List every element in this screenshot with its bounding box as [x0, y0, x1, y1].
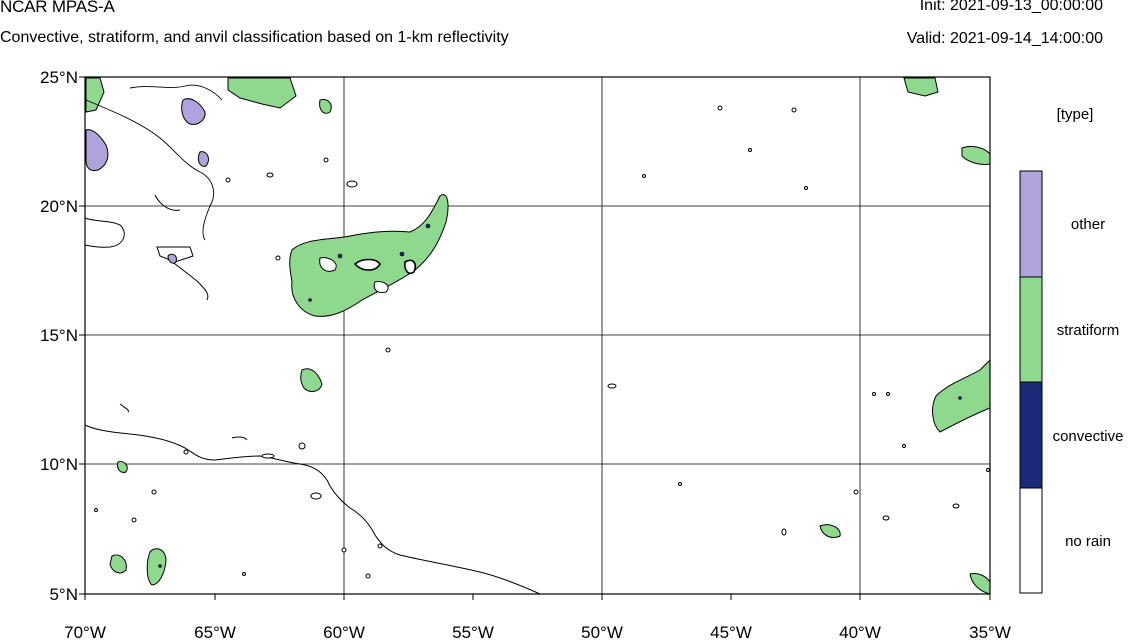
lon-tick-labels: 70°W 65°W 60°W 55°W 50°W 45°W 40°W 35°W	[64, 623, 1011, 641]
scattered-cells	[94, 105, 990, 579]
other-region-nw	[85, 98, 209, 264]
lat-tick-label: 10°N	[40, 455, 78, 474]
convective-cells	[158, 223, 962, 568]
lat-tick-label: 5°N	[49, 585, 78, 604]
lon-tick-label: 40°W	[839, 623, 881, 641]
plot-header: NCAR MPAS-A Convective, stratiform, and …	[0, 0, 1128, 60]
legend-swatch-other	[1019, 170, 1043, 278]
legend-swatch-convective	[1019, 381, 1043, 489]
legend-swatch-no-rain	[1019, 487, 1043, 594]
lat-tick-labels: 25°N 20°N 15°N 10°N 5°N	[40, 68, 78, 604]
plot-description: Convective, stratiform, and anvil classi…	[0, 29, 509, 46]
init-time: Init: 2021-09-13_00:00:00	[919, 0, 1103, 14]
stratiform-region-central	[289, 194, 449, 392]
stratiform-region-sw	[109, 461, 167, 586]
precipitation-areas	[85, 77, 991, 595]
legend-label-other: other	[1071, 216, 1105, 233]
lat-tick-label: 25°N	[40, 68, 78, 87]
legend-label-convective: convective	[1053, 428, 1124, 445]
gridlines	[85, 77, 990, 594]
map-plot-area	[85, 77, 990, 594]
valid-time: Valid: 2021-09-14_14:00:00	[906, 30, 1103, 47]
lon-tick-label: 70°W	[64, 623, 106, 641]
model-name: NCAR MPAS-A	[0, 0, 115, 16]
lat-tick-label: 15°N	[40, 326, 78, 345]
legend-colorbar: other stratiform convective no rain	[1019, 170, 1124, 594]
outer-contours	[85, 84, 223, 241]
lon-tick-label: 55°W	[452, 623, 494, 641]
lon-tick-label: 65°W	[194, 623, 236, 641]
legend-title: [type]	[1056, 106, 1094, 123]
lon-tick-label: 45°W	[710, 623, 752, 641]
map-frame	[84, 76, 991, 595]
legend-swatch-stratiform	[1019, 276, 1043, 383]
lon-tick-label: 50°W	[581, 623, 623, 641]
coastlines	[84, 194, 541, 595]
lat-tick-label: 20°N	[40, 197, 78, 216]
stratiform-region-east	[819, 77, 991, 595]
legend-label-no-rain: no rain	[1065, 533, 1111, 550]
lon-tick-label: 60°W	[323, 623, 365, 641]
no-rain-holes-central	[319, 257, 417, 293]
stratiform-region-nw	[85, 77, 332, 114]
legend-label-stratiform: stratiform	[1057, 322, 1120, 339]
lon-tick-label: 35°W	[969, 623, 1011, 641]
tick-marks	[79, 76, 991, 600]
